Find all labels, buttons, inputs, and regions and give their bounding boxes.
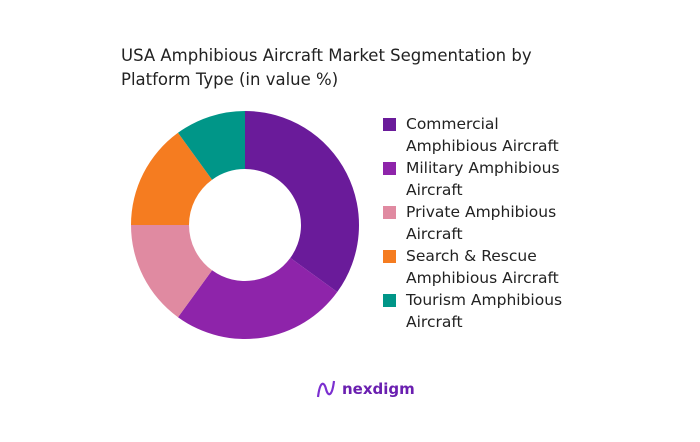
logo-icon [316, 380, 336, 398]
donut-slice-5 [177, 111, 245, 180]
legend-swatch [383, 250, 396, 263]
legend-item: Search & Rescue Amphibious Aircraft [383, 245, 583, 289]
legend-item: Commercial Amphibious Aircraft [383, 113, 583, 157]
legend-swatch [383, 162, 396, 175]
legend-item: Private Amphibious Aircraft [383, 201, 583, 245]
legend-item: Tourism Amphibious Aircraft [383, 289, 583, 333]
legend-label: Private Amphibious Aircraft [406, 203, 557, 243]
donut-slice-2 [177, 257, 338, 340]
legend-label: Military Amphibious Aircraft [406, 159, 560, 199]
legend-item: Military Amphibious Aircraft [383, 157, 583, 201]
legend-swatch [383, 118, 396, 131]
chart-title: USA Amphibious Aircraft Market Segmentat… [121, 46, 532, 89]
legend-label: Search & Rescue Amphibious Aircraft [406, 247, 559, 287]
legend: Commercial Amphibious Aircraft Military A… [383, 113, 583, 333]
nexdigm-logo: nexdigm [316, 379, 415, 399]
legend-label: Tourism Amphibious Aircraft [406, 291, 563, 331]
legend-label: Commercial Amphibious Aircraft [406, 115, 559, 155]
donut-slice-4 [131, 132, 213, 225]
legend-swatch [383, 206, 396, 219]
donut-slice-3 [131, 225, 213, 318]
donut-slice-1 [245, 111, 360, 293]
legend-swatch [383, 294, 396, 307]
logo-text: nexdigm [342, 380, 415, 398]
